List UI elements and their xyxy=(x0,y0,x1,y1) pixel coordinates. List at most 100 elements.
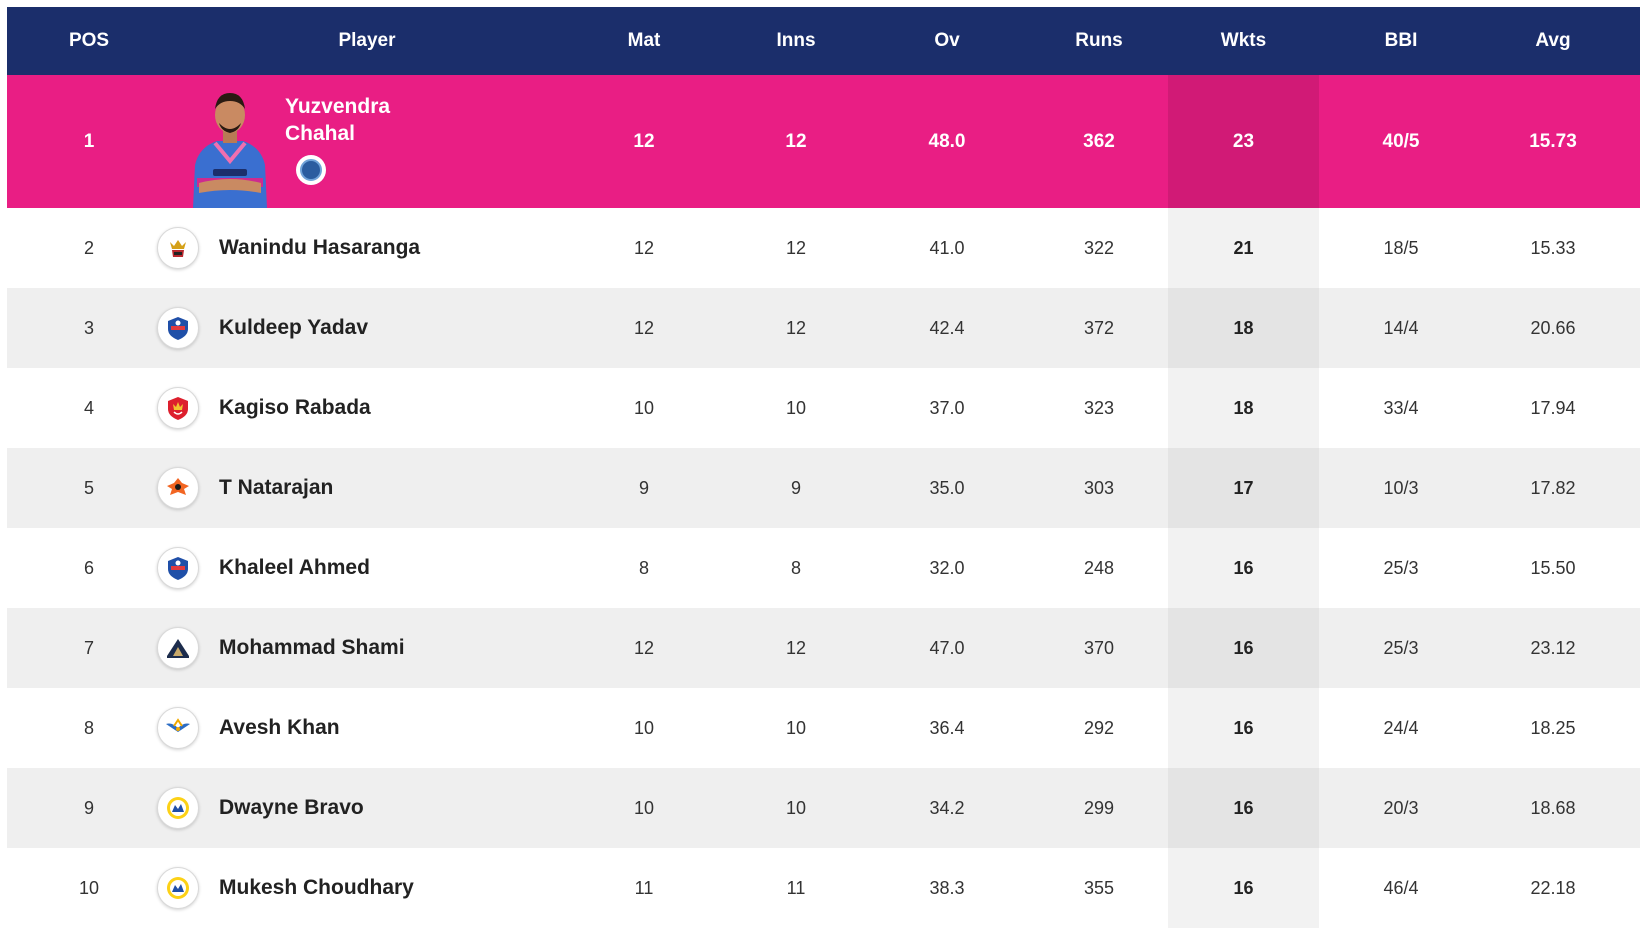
row-mat: 8 xyxy=(638,557,649,578)
table-header: POS Player Mat Inns Ov Runs Wkts BBI Avg xyxy=(7,7,1640,75)
leader-avg: 15.73 xyxy=(1529,130,1577,152)
sunrisers-hyderabad-logo-icon xyxy=(157,467,199,509)
table-row[interactable]: 2 Wanindu Hasaranga 12 12 41.0 322 21 18… xyxy=(7,208,1640,288)
row-avg: 20.66 xyxy=(1530,317,1576,338)
header-inns[interactable]: Inns xyxy=(776,30,816,51)
chennai-super-kings-logo-icon xyxy=(157,787,199,829)
player-cell[interactable]: Kuldeep Yadav xyxy=(157,288,368,368)
row-mat: 10 xyxy=(633,797,655,818)
table-row[interactable]: 5 T Natarajan 9 9 35.0 303 17 10/3 17.82 xyxy=(7,448,1640,528)
row-inns: 12 xyxy=(785,237,807,258)
player-name[interactable]: Mukesh Choudhary xyxy=(219,876,414,899)
table-row[interactable]: 4 Kagiso Rabada 10 10 37.0 323 18 33/4 1… xyxy=(7,368,1640,448)
player-cell[interactable]: Kagiso Rabada xyxy=(157,368,371,448)
row-avg: 17.94 xyxy=(1530,397,1576,418)
leader-runs: 362 xyxy=(1083,130,1115,152)
leader-player-name[interactable]: Yuzvendra Chahal xyxy=(285,95,391,145)
row-bbi: 25/3 xyxy=(1383,637,1419,658)
header-avg[interactable]: Avg xyxy=(1535,30,1571,51)
row-mat: 12 xyxy=(633,317,655,338)
player-cell[interactable]: Wanindu Hasaranga xyxy=(157,208,420,288)
player-name[interactable]: T Natarajan xyxy=(219,476,334,499)
player-name[interactable]: Wanindu Hasaranga xyxy=(219,236,421,259)
delhi-capitals-logo-icon xyxy=(157,307,199,349)
delhi-capitals-logo-icon xyxy=(157,547,199,589)
player-name[interactable]: Khaleel Ahmed xyxy=(219,556,370,579)
row-wkts: 16 xyxy=(1233,717,1254,738)
table-row[interactable]: 10 Mukesh Choudhary 11 11 38.3 355 16 46… xyxy=(7,848,1640,928)
row-inns: 8 xyxy=(790,557,801,578)
player-name[interactable]: Kuldeep Yadav xyxy=(219,316,369,339)
leader-row[interactable]: 1 Yuzvendra Chahal 12 12 48.0 362 23 40/… xyxy=(7,75,1640,208)
row-pos: 7 xyxy=(83,637,94,658)
player-name[interactable]: Dwayne Bravo xyxy=(219,796,364,819)
leader-mat: 12 xyxy=(633,130,655,152)
row-inns: 12 xyxy=(785,317,807,338)
row-wkts: 21 xyxy=(1233,237,1254,258)
row-mat: 9 xyxy=(638,477,649,498)
chennai-super-kings-logo-icon xyxy=(157,867,199,909)
row-runs: 248 xyxy=(1083,557,1115,578)
table-row[interactable]: 6 Khaleel Ahmed 8 8 32.0 248 16 25/3 15.… xyxy=(7,528,1640,608)
bowling-stats-table: POS Player Mat Inns Ov Runs Wkts BBI Avg… xyxy=(7,7,1640,928)
leader-inns: 12 xyxy=(785,130,807,152)
header-runs[interactable]: Runs xyxy=(1075,30,1123,51)
player-name[interactable]: Mohammad Shami xyxy=(219,636,405,659)
row-inns: 11 xyxy=(786,877,806,898)
row-wkts: 18 xyxy=(1233,397,1254,418)
row-pos: 9 xyxy=(83,797,94,818)
player-cell[interactable]: Khaleel Ahmed xyxy=(157,528,370,608)
header-pos[interactable]: POS xyxy=(68,30,110,51)
wkts-column-highlight xyxy=(1168,608,1319,688)
row-ov: 32.0 xyxy=(929,557,965,578)
row-ov: 34.2 xyxy=(929,797,965,818)
row-wkts: 16 xyxy=(1233,637,1254,658)
player-cell[interactable]: Mohammad Shami xyxy=(157,608,405,688)
player-cell[interactable]: T Natarajan xyxy=(157,448,333,528)
row-avg: 17.82 xyxy=(1530,477,1576,498)
header-bbi[interactable]: BBI xyxy=(1384,30,1418,51)
wkts-column-highlight xyxy=(1168,448,1319,528)
wkts-column-highlight xyxy=(1168,75,1319,208)
wkts-column-highlight xyxy=(1168,768,1319,848)
row-ov: 38.3 xyxy=(929,877,965,898)
row-avg: 18.68 xyxy=(1530,797,1576,818)
player-cell[interactable]: Dwayne Bravo xyxy=(157,768,364,848)
row-runs: 303 xyxy=(1083,477,1115,498)
row-inns: 9 xyxy=(790,477,801,498)
row-ov: 47.0 xyxy=(929,637,965,658)
row-mat: 12 xyxy=(633,637,655,658)
row-wkts: 16 xyxy=(1233,557,1254,578)
row-pos: 4 xyxy=(83,397,94,418)
row-wkts: 16 xyxy=(1233,797,1254,818)
header-ov[interactable]: Ov xyxy=(934,30,960,51)
row-inns: 10 xyxy=(785,397,807,418)
row-avg: 23.12 xyxy=(1530,637,1576,658)
row-ov: 36.4 xyxy=(929,717,965,738)
row-bbi: 10/3 xyxy=(1383,477,1419,498)
row-avg: 18.25 xyxy=(1530,717,1576,738)
wkts-column-highlight xyxy=(1168,848,1319,928)
header-wkts[interactable]: Wkts xyxy=(1220,30,1267,51)
header-player[interactable]: Player xyxy=(338,30,396,51)
row-pos: 5 xyxy=(83,477,94,498)
row-mat: 10 xyxy=(633,397,655,418)
player-name[interactable]: Kagiso Rabada xyxy=(219,396,371,419)
table-row[interactable]: 3 Kuldeep Yadav 12 12 42.4 372 18 14/4 2… xyxy=(7,288,1640,368)
row-runs: 355 xyxy=(1083,877,1115,898)
leader-ov: 48.0 xyxy=(928,130,966,152)
player-name[interactable]: Avesh Khan xyxy=(219,716,340,739)
table-row[interactable]: 9 Dwayne Bravo 10 10 34.2 299 16 20/3 18… xyxy=(7,768,1640,848)
rcb-logo-icon xyxy=(157,227,199,269)
row-runs: 323 xyxy=(1083,397,1115,418)
row-runs: 299 xyxy=(1083,797,1115,818)
player-cell[interactable]: Avesh Khan xyxy=(157,688,340,768)
row-ov: 37.0 xyxy=(929,397,965,418)
lucknow-super-giants-logo-icon xyxy=(157,707,199,749)
player-cell[interactable]: Mukesh Choudhary xyxy=(157,848,414,928)
table-row[interactable]: 8 Avesh Khan 10 10 36.4 292 16 24/4 18.2… xyxy=(7,688,1640,768)
table-row[interactable]: 7 Mohammad Shami 12 12 47.0 370 16 25/3 … xyxy=(7,608,1640,688)
row-avg: 15.50 xyxy=(1530,557,1576,578)
header-mat[interactable]: Mat xyxy=(627,30,661,51)
row-runs: 370 xyxy=(1083,637,1115,658)
